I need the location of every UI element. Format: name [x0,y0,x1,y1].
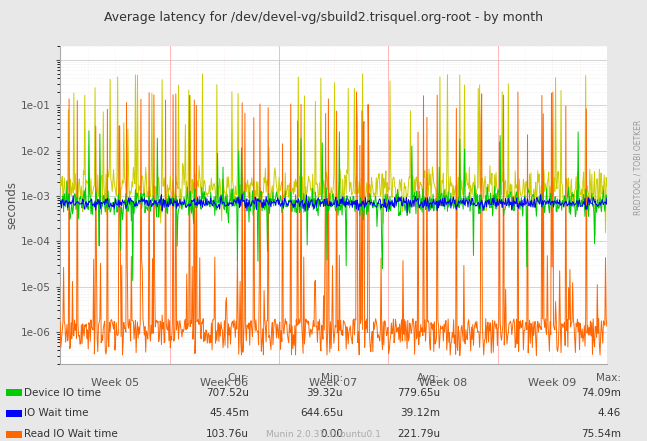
Text: Week 06: Week 06 [200,378,248,388]
Text: IO Wait time: IO Wait time [24,408,89,419]
Text: Min:: Min: [321,373,343,383]
Text: Week 09: Week 09 [528,378,576,388]
Text: 707.52u: 707.52u [206,388,249,398]
Text: Week 08: Week 08 [419,378,467,388]
Text: Read IO Wait time: Read IO Wait time [24,429,118,439]
Text: Week 05: Week 05 [91,378,139,388]
Text: 45.45m: 45.45m [209,408,249,419]
Text: Max:: Max: [596,373,621,383]
Text: Week 07: Week 07 [309,378,358,388]
Text: 39.32u: 39.32u [307,388,343,398]
Text: Average latency for /dev/devel-vg/sbuild2.trisquel.org-root - by month: Average latency for /dev/devel-vg/sbuild… [104,11,543,24]
Text: 221.79u: 221.79u [397,429,440,439]
Text: Cur:: Cur: [227,373,249,383]
Text: Device IO time: Device IO time [24,388,101,398]
Text: 779.65u: 779.65u [397,388,440,398]
Text: 0.00: 0.00 [320,429,343,439]
Text: Avg:: Avg: [417,373,440,383]
Text: 103.76u: 103.76u [206,429,249,439]
Text: 644.65u: 644.65u [300,408,343,419]
Text: Munin 2.0.37-1ubuntu0.1: Munin 2.0.37-1ubuntu0.1 [266,430,381,439]
Text: 39.12m: 39.12m [400,408,440,419]
Text: 4.46: 4.46 [598,408,621,419]
Text: RRDTOOL / TOBI OETKER: RRDTOOL / TOBI OETKER [633,120,642,215]
Text: 74.09m: 74.09m [581,388,621,398]
Text: 75.54m: 75.54m [581,429,621,439]
Y-axis label: seconds: seconds [5,181,19,229]
